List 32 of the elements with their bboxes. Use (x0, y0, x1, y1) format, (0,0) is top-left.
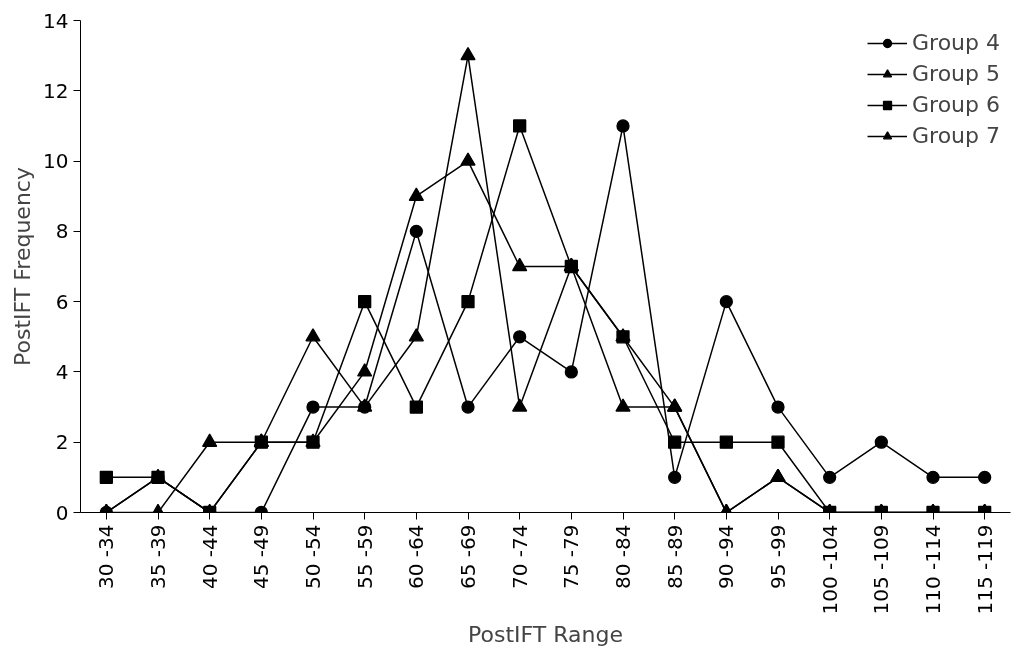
x-tick-label: 50 -54 (301, 524, 325, 589)
x-tick-label: 40 -44 (197, 524, 222, 589)
x-axis-title: PostIFT Range (468, 622, 623, 648)
x-tick-label: 45 -49 (249, 524, 274, 589)
x-tick-label: 110 -114 (921, 524, 945, 615)
y-tick-label: 14 (43, 8, 69, 33)
x-tick-label: 30 -34 (94, 524, 119, 589)
legend-label: Group 4 (912, 30, 1000, 55)
x-tick-label: 65 -69 (456, 524, 480, 589)
y-tick-label: 8 (55, 219, 69, 244)
legend-label: Group 5 (912, 61, 1000, 86)
y-tick-label: 6 (55, 289, 69, 314)
legend-label: Group 7 (912, 123, 1000, 148)
y-axis-title: PostIFT Frequency (10, 167, 36, 366)
x-tick-label: 75 -79 (559, 524, 584, 589)
x-tick-label: 35 -39 (146, 524, 170, 589)
x-tick-label: 95 -99 (766, 524, 790, 589)
y-tick-label: 12 (43, 78, 69, 103)
x-tick-label: 90 -94 (714, 524, 739, 589)
x-tick-label: 100 -104 (817, 524, 842, 615)
legend-label: Group 6 (912, 92, 1000, 117)
y-tick-label: 0 (55, 500, 69, 525)
x-tick-label: 115 -119 (972, 524, 997, 615)
x-tick-label: 105 -109 (869, 524, 894, 615)
x-tick-label: 80 -84 (611, 524, 635, 589)
x-tick-label: 70 -74 (507, 524, 532, 589)
y-tick-label: 4 (55, 359, 69, 384)
x-tick-label: 55 -59 (352, 524, 377, 589)
x-tick-label: 60 -64 (404, 524, 429, 589)
y-tick-label: 2 (55, 430, 69, 455)
y-tick-label: 10 (43, 149, 69, 174)
x-tick-label: 85 -89 (662, 524, 687, 589)
